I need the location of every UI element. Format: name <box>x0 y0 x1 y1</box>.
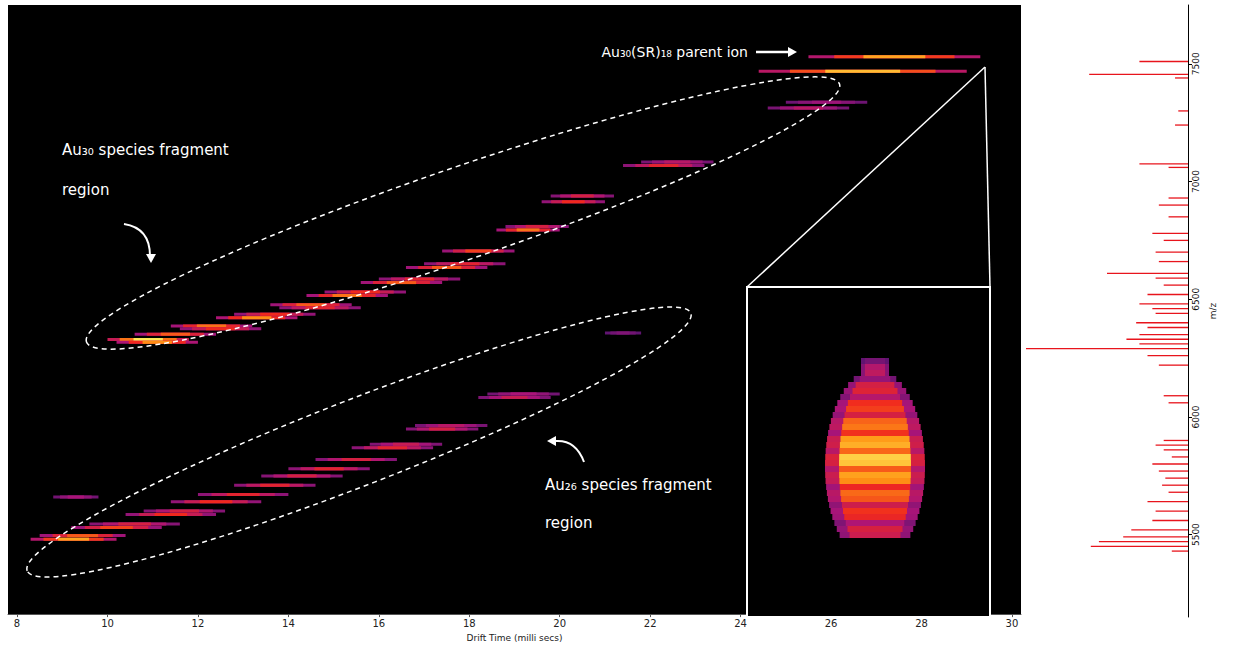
svg-text:7000: 7000 <box>1191 170 1201 193</box>
svg-text:6000: 6000 <box>1191 405 1201 428</box>
svg-text:18: 18 <box>463 618 476 629</box>
svg-text:22: 22 <box>644 618 657 629</box>
svg-text:12: 12 <box>192 618 205 629</box>
svg-text:Au₃₀(SR)₁₈ parent ion: Au₃₀(SR)₁₈ parent ion <box>601 44 748 60</box>
svg-text:5500: 5500 <box>1191 523 1201 546</box>
svg-text:10: 10 <box>101 618 114 629</box>
svg-text:7500: 7500 <box>1191 52 1201 75</box>
svg-text:m/z: m/z <box>1208 302 1218 319</box>
svg-text:region: region <box>62 181 109 199</box>
svg-text:Drift Time (milli secs): Drift Time (milli secs) <box>467 633 563 643</box>
svg-text:30: 30 <box>1006 618 1019 629</box>
svg-text:Au₃₀ species fragment: Au₃₀ species fragment <box>62 141 229 159</box>
svg-text:8: 8 <box>14 618 20 629</box>
svg-text:20: 20 <box>553 618 566 629</box>
svg-text:14: 14 <box>282 618 295 629</box>
svg-text:28: 28 <box>915 618 928 629</box>
svg-text:Au₂₆ species fragment: Au₂₆ species fragment <box>545 476 712 494</box>
svg-text:6500: 6500 <box>1191 288 1201 311</box>
svg-text:region: region <box>545 514 592 532</box>
svg-text:26: 26 <box>825 618 838 629</box>
svg-text:16: 16 <box>372 618 385 629</box>
svg-text:24: 24 <box>734 618 747 629</box>
